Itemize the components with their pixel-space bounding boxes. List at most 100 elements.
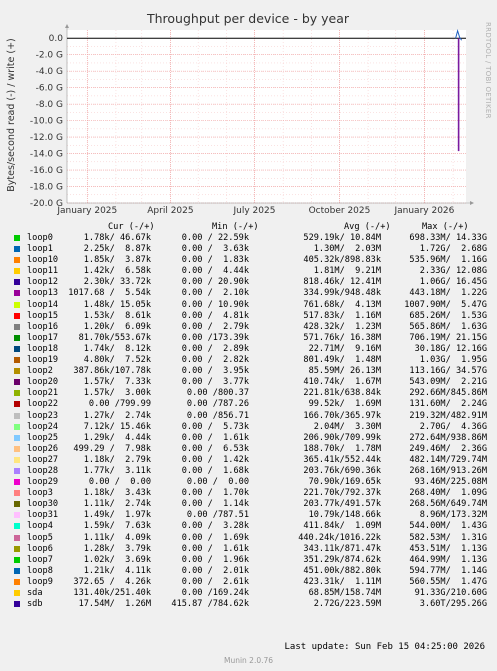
legend-row-loop4: loop4 1.59k/ 7.63k 0.00 / 3.28k 411.84k/ 1.… bbox=[0, 521, 497, 532]
legend-avg: 801.49k/ 1.48M bbox=[303, 355, 381, 366]
legend-swatch bbox=[14, 246, 20, 253]
legend-row-loop14: loop14 1.48k/ 15.05k 0.00 / 10.90k 761.68k/… bbox=[0, 300, 497, 311]
legend-max: 292.66M/845.86M bbox=[409, 388, 487, 399]
legend-max: 272.64M/938.86M bbox=[409, 432, 487, 443]
legend-header-avg: Avg (-/+) bbox=[344, 222, 391, 232]
legend-row-sda: sda 131.40k/251.40k 0.00 /169.24k 68.85M/15… bbox=[0, 588, 497, 599]
legend-avg: 203.77k/491.57k bbox=[303, 499, 381, 510]
legend-cur: 387.86k/107.78k bbox=[73, 366, 151, 377]
legend-swatch bbox=[14, 590, 20, 596]
legend-swatch bbox=[14, 301, 20, 308]
legend-avg: 203.76k/690.36k bbox=[303, 465, 381, 476]
legend-header-min: Min (-/+) bbox=[212, 222, 259, 232]
legend-max: 8.96M/173.32M bbox=[419, 510, 487, 521]
legend-name: loop14 bbox=[27, 299, 59, 310]
legend-cur: 2.30k/ 33.72k bbox=[83, 277, 151, 288]
legend-name: loop28 bbox=[27, 465, 59, 476]
legend-min: 0.00 / 1.42k bbox=[181, 454, 249, 465]
legend-name: loop27 bbox=[27, 454, 59, 465]
legend-max: 535.96M/ 1.16G bbox=[409, 255, 487, 266]
legend-row-loop25: loop25 1.29k/ 4.44k 0.00 / 1.61k 206.90k/70… bbox=[0, 433, 497, 444]
legend-min: 0.00 / 1.69k bbox=[181, 532, 249, 543]
legend-cur: 1.11k/ 4.09k bbox=[83, 532, 151, 543]
legend-max: 443.18M/ 1.22G bbox=[409, 288, 487, 299]
legend-max: 268.40M/ 1.09G bbox=[409, 488, 487, 499]
legend-row-loop10: loop10 1.85k/ 3.87k 0.00 / 1.83k 405.32k/89… bbox=[0, 255, 497, 266]
legend-name: loop6 bbox=[27, 543, 53, 554]
x-tick-label: October 2025 bbox=[309, 206, 371, 216]
legend-name: loop24 bbox=[27, 421, 59, 432]
legend-header-cur: Cur (-/+) bbox=[108, 222, 155, 232]
legend-name: loop2 bbox=[27, 366, 53, 377]
legend-name: loop12 bbox=[27, 277, 59, 288]
legend-avg: 99.52k/ 1.69M bbox=[308, 399, 381, 410]
legend-avg: 85.59M/ 26.13M bbox=[308, 366, 381, 377]
y-tick-label: 0.0 bbox=[49, 34, 64, 44]
axis-layer: 0.0 -2.0 G -4.0 G -6.0 G -8.0 G -10.0 G -12.0 … bbox=[30, 24, 474, 216]
legend-cur: 7.12k/ 15.46k bbox=[83, 421, 151, 432]
legend-avg: 365.41k/552.44k bbox=[303, 454, 381, 465]
legend-avg: 2.72G/223.59M bbox=[313, 599, 381, 610]
legend-max: 1.72G/ 2.68G bbox=[419, 244, 487, 255]
legend-max: 249.46M/ 2.36G bbox=[409, 443, 487, 454]
legend-max: 91.33G/210.60G bbox=[414, 588, 487, 598]
x-axis-arrow bbox=[470, 201, 474, 205]
legend-name: loop18 bbox=[27, 343, 59, 354]
legend-cur: 1.18k/ 3.43k bbox=[83, 488, 151, 499]
legend-min: 0.00 / 2.01k bbox=[181, 565, 249, 576]
legend-swatch bbox=[14, 601, 20, 608]
legend-avg: 68.85M/158.74M bbox=[308, 588, 381, 598]
legend-avg: 188.70k/ 1.78M bbox=[303, 443, 381, 454]
legend-avg: 70.90k/169.65k bbox=[308, 477, 381, 488]
legend-avg: 1.30M/ 2.03M bbox=[313, 244, 381, 255]
legend-name: sda bbox=[27, 588, 43, 598]
legend-max: 2.33G/ 12.08G bbox=[419, 266, 487, 277]
legend-swatch bbox=[14, 268, 20, 275]
legend-min: 0.00 / 3.77k bbox=[181, 377, 249, 388]
legend-name: loop23 bbox=[27, 410, 59, 421]
legend-swatch bbox=[14, 345, 20, 352]
legend-max: 3.60T/295.26G bbox=[419, 599, 487, 610]
legend-row-loop6: loop6 1.28k/ 3.79k 0.00 / 1.61k 343.11k/871… bbox=[0, 544, 497, 555]
legend-max: 93.46M/225.08M bbox=[414, 477, 487, 488]
legend-row-loop1: loop1 2.25k/ 8.87k 0.00 / 3.63k 1.30M/ 2.03… bbox=[0, 244, 497, 255]
legend-cur: 1.49k/ 1.97k bbox=[83, 510, 151, 521]
legend-cur: 1.59k/ 7.63k bbox=[83, 521, 151, 532]
legend-cur: 1.78k/ 46.67k bbox=[83, 233, 151, 243]
legend-avg: 10.79k/148.66k bbox=[308, 510, 381, 521]
legend-max: 113.16G/ 34.57G bbox=[409, 366, 487, 377]
legend-avg: 428.32k/ 1.23M bbox=[303, 321, 381, 332]
legend-name: loop20 bbox=[27, 377, 59, 388]
legend-min: 0.00 / 1.96k bbox=[181, 554, 249, 565]
legend-min: 0.00 / 1.61k bbox=[181, 543, 249, 554]
legend-min: 0.00 / 2.10k bbox=[181, 288, 249, 299]
legend-row-loop28: loop28 1.77k/ 3.11k 0.00 / 1.68k 203.76k/69… bbox=[0, 466, 497, 477]
chart-title: Throughput per device - by year bbox=[146, 11, 350, 26]
legend-cur: 1.02k/ 3.69k bbox=[83, 554, 151, 565]
legend-min: 0.00 /856.71 bbox=[186, 410, 249, 421]
x-tick-label: January 2026 bbox=[393, 206, 454, 216]
legend-row-loop30: loop30 1.11k/ 2.74k 0.00 / 1.14k 203.77k/49… bbox=[0, 499, 497, 510]
legend-avg: 2.04M/ 3.30M bbox=[313, 421, 381, 432]
legend-max: 268.16M/913.26M bbox=[409, 465, 487, 476]
legend-min: 0.00 / 1.68k bbox=[181, 465, 249, 476]
legend-name: sdb bbox=[27, 599, 43, 610]
x-tick-label: July 2025 bbox=[233, 206, 276, 216]
legend-row-loop17: loop17 81.70k/553.67k 0.00 /173.39k 571.76k… bbox=[0, 333, 497, 344]
legend-name: loop15 bbox=[27, 310, 59, 321]
legend-name: loop10 bbox=[27, 255, 59, 266]
legend-swatch bbox=[14, 312, 20, 319]
legend-cur: 1.28k/ 3.79k bbox=[83, 543, 151, 554]
legend-avg: 166.70k/365.97k bbox=[303, 410, 381, 421]
legend-swatch bbox=[14, 279, 20, 286]
throughput-chart: 0.0 -2.0 G -4.0 G -6.0 G -8.0 G -10.0 G -12.0 … bbox=[6, 11, 474, 216]
legend-cur: 1.11k/ 2.74k bbox=[83, 499, 151, 510]
legend-cur: 1.74k/ 8.12k bbox=[83, 343, 151, 354]
grid-layer bbox=[67, 30, 466, 204]
legend-cur: 1.77k/ 3.11k bbox=[83, 465, 151, 476]
legend-max: 543.09M/ 2.21G bbox=[409, 377, 487, 388]
legend-avg: 221.70k/792.37k bbox=[303, 488, 381, 499]
legend-row-loop12: loop12 2.30k/ 33.72k 0.00 / 20.90k 818.46k/… bbox=[0, 277, 497, 288]
legend-cur: 1.57k/ 3.00k bbox=[83, 388, 151, 399]
